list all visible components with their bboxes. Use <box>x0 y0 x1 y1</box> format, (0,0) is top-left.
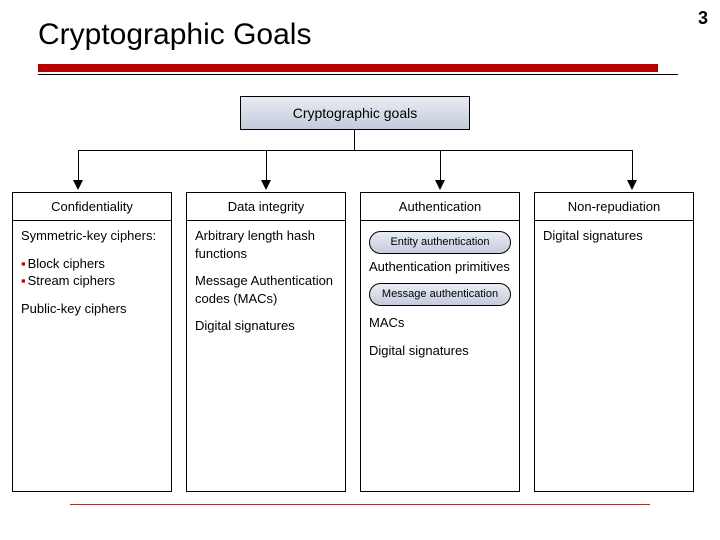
title-underline-thin <box>38 74 678 75</box>
list-item: MACs <box>369 314 511 332</box>
connector-drop <box>632 150 633 182</box>
column-data-integrity: Data integrity Arbitrary length hash fun… <box>186 192 346 492</box>
arrowhead-icon <box>261 180 271 190</box>
bullet-item: ▪Stream ciphers <box>21 272 163 290</box>
bullet-text: Block ciphers <box>28 256 105 271</box>
list-item: Arbitrary length hash functions <box>195 227 337 262</box>
footer-rule <box>70 504 650 505</box>
root-node: Cryptographic goals <box>240 96 470 130</box>
pill-message-auth: Message authentication <box>369 283 511 306</box>
bullet-icon: ▪ <box>21 273 26 288</box>
pk-ciphers-label: Public-key ciphers <box>21 300 163 318</box>
column-body: Entity authentication Authentication pri… <box>361 221 519 375</box>
page-number: 3 <box>698 8 708 29</box>
bullet-text: Stream ciphers <box>28 273 115 288</box>
column-body: Arbitrary length hash functions Message … <box>187 221 345 351</box>
title-underline-thick <box>38 64 658 72</box>
column-header: Authentication <box>361 193 519 221</box>
sym-ciphers-label: Symmetric-key ciphers: <box>21 227 163 245</box>
column-confidentiality: Confidentiality Symmetric-key ciphers: ▪… <box>12 192 172 492</box>
column-authentication: Authentication Entity authentication Aut… <box>360 192 520 492</box>
root-label: Cryptographic goals <box>293 105 418 121</box>
connector-drop <box>266 150 267 182</box>
auth-primitives-label: Authentication primitives <box>369 258 511 276</box>
column-header: Data integrity <box>187 193 345 221</box>
arrowhead-icon <box>435 180 445 190</box>
column-body: Symmetric-key ciphers: ▪Block ciphers ▪S… <box>13 221 171 333</box>
connector-drop <box>78 150 79 182</box>
column-non-repudiation: Non-repudiation Digital signatures <box>534 192 694 492</box>
arrowhead-icon <box>73 180 83 190</box>
column-header: Non-repudiation <box>535 193 693 221</box>
connector-drop <box>440 150 441 182</box>
arrowhead-icon <box>627 180 637 190</box>
list-item: Digital signatures <box>369 342 511 360</box>
list-item: Digital signatures <box>195 317 337 335</box>
list-item: Digital signatures <box>543 227 685 245</box>
connector-stem <box>354 130 355 150</box>
bullet-item: ▪Block ciphers <box>21 255 163 273</box>
list-item: Message Authentication codes (MACs) <box>195 272 337 307</box>
pill-entity-auth: Entity authentication <box>369 231 511 254</box>
page-title: Cryptographic Goals <box>38 18 311 52</box>
column-header: Confidentiality <box>13 193 171 221</box>
column-body: Digital signatures <box>535 221 693 261</box>
connector-hbar <box>78 150 633 151</box>
bullet-icon: ▪ <box>21 256 26 271</box>
